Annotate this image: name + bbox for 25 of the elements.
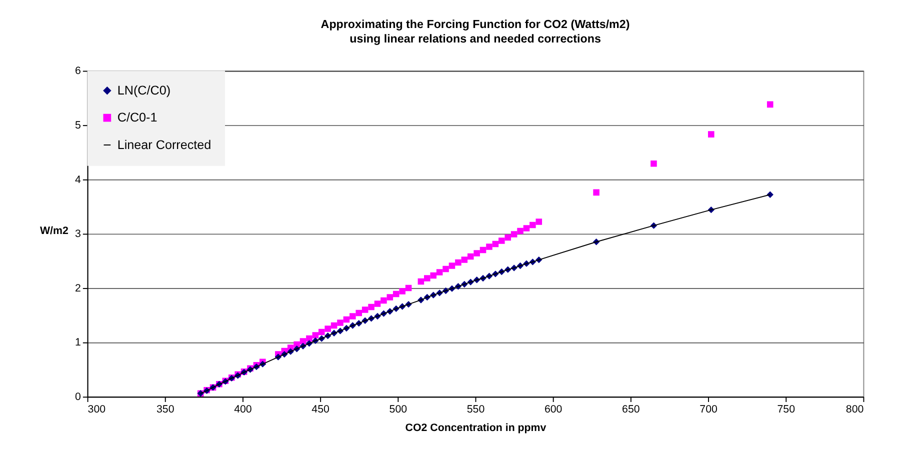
y-tick-label: 3	[75, 228, 82, 240]
x-tick-label: 300	[88, 404, 106, 416]
y-tick-label: 2	[75, 282, 82, 294]
x-tick-label: 400	[234, 404, 252, 416]
x-tick-label: 750	[777, 404, 796, 416]
y-axis-title: W/m2	[40, 225, 68, 238]
x-tick-label: 500	[389, 404, 408, 416]
chart-title: Approximating the Forcing Function for CO2 (Watts/m2)	[320, 18, 630, 32]
legend-label: LN(C/C0)	[117, 84, 171, 98]
x-axis-title: CO2 Concentration in ppmv	[405, 422, 546, 434]
y-tick-label: 4	[75, 174, 82, 186]
x-tick-label: 350	[156, 404, 174, 416]
x-tick-label: 450	[312, 404, 330, 416]
x-tick-label: 800	[846, 404, 864, 416]
legend-label: C/C0-1	[117, 110, 158, 125]
legend-label: Linear Corrected	[117, 138, 212, 152]
y-tick-label: 1	[75, 336, 82, 349]
y-tick-label: 6	[75, 65, 82, 78]
chart-subtitle: using linear relations and needed corrections	[350, 32, 601, 46]
x-tick-label: 700	[700, 404, 718, 416]
y-tick-label: 5	[75, 119, 82, 132]
x-tick-label: 650	[622, 404, 640, 416]
y-tick-label: 0	[75, 391, 82, 404]
x-tick-label: 600	[544, 404, 562, 416]
x-tick-label: 550	[466, 404, 485, 416]
